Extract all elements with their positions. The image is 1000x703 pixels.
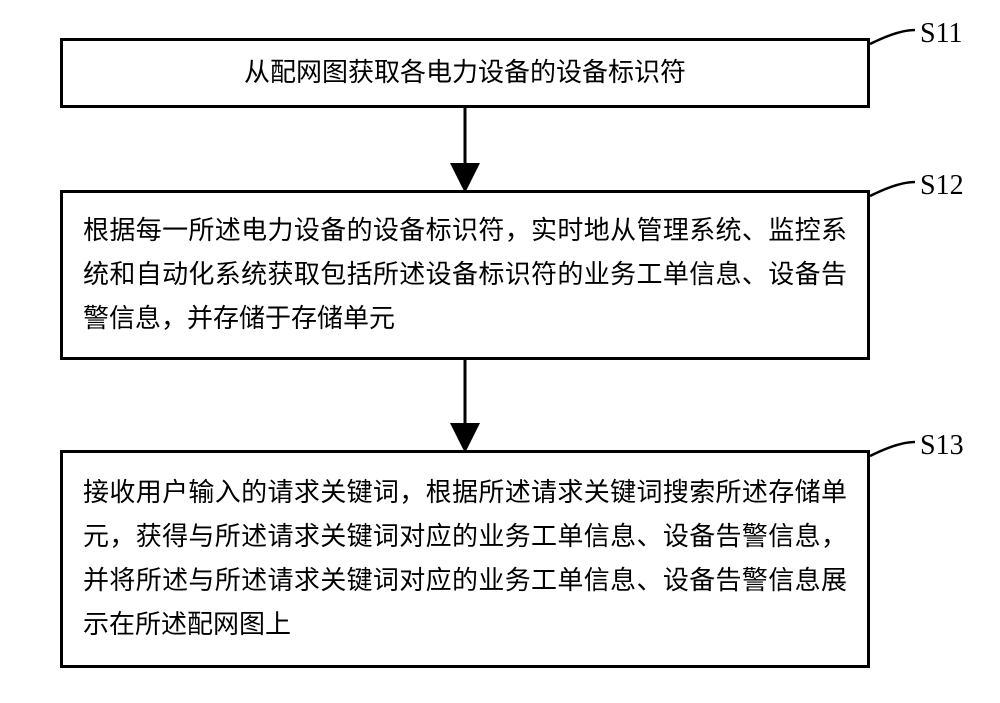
flow-step-s12: 根据每一所述电力设备的设备标识符，实时地从管理系统、监控系统和自动化系统获取包括… bbox=[60, 190, 870, 360]
flow-step-s13: 接收用户输入的请求关键词，根据所述请求关键词搜索所述存储单元，获得与所述请求关键… bbox=[60, 450, 870, 668]
flow-step-s11: 从配网图获取各电力设备的设备标识符 bbox=[60, 38, 870, 108]
label-curves-group bbox=[870, 30, 915, 456]
flow-step-s13-text: 接收用户输入的请求关键词，根据所述请求关键词搜索所述存储单元，获得与所述请求关键… bbox=[83, 471, 847, 648]
flow-step-s12-text: 根据每一所述电力设备的设备标识符，实时地从管理系统、监控系统和自动化系统获取包括… bbox=[83, 209, 847, 342]
flow-step-s11-label: S11 bbox=[920, 18, 963, 50]
flow-step-s11-text: 从配网图获取各电力设备的设备标识符 bbox=[244, 51, 686, 95]
flow-step-s13-label: S13 bbox=[920, 430, 964, 462]
flow-step-s12-label: S12 bbox=[920, 170, 964, 202]
